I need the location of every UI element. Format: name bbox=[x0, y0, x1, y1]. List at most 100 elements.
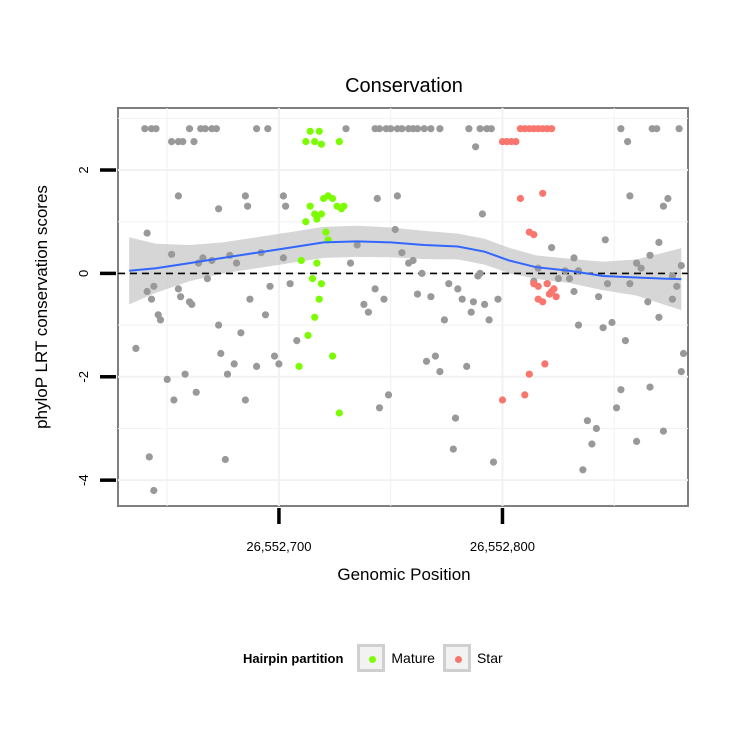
point-other bbox=[342, 125, 350, 133]
point-other bbox=[364, 308, 372, 316]
point-other bbox=[375, 125, 384, 133]
point-star bbox=[530, 231, 538, 239]
point-other bbox=[393, 192, 401, 200]
point-other bbox=[472, 143, 480, 151]
point-other bbox=[168, 250, 176, 258]
point-other bbox=[203, 275, 211, 283]
point-mature bbox=[306, 127, 314, 135]
point-star bbox=[543, 280, 551, 288]
point-star bbox=[548, 125, 556, 133]
x-tick-label: 26,552,800 bbox=[470, 539, 535, 554]
point-mature bbox=[322, 228, 330, 236]
point-other bbox=[244, 202, 252, 210]
y-tick-label: 2 bbox=[76, 166, 91, 173]
point-star bbox=[539, 189, 547, 197]
point-other bbox=[603, 280, 612, 288]
point-mature bbox=[313, 259, 321, 267]
point-other bbox=[588, 440, 596, 448]
point-mature bbox=[295, 362, 303, 370]
point-other bbox=[599, 324, 607, 332]
point-other bbox=[413, 125, 422, 133]
chart-title: Conservation bbox=[345, 75, 463, 97]
point-other bbox=[241, 192, 249, 200]
point-other bbox=[570, 254, 578, 262]
point-other bbox=[253, 362, 261, 370]
point-other bbox=[664, 194, 672, 203]
point-other bbox=[617, 386, 625, 394]
point-other bbox=[418, 269, 426, 277]
point-other bbox=[646, 251, 654, 259]
point-other bbox=[143, 229, 151, 237]
point-other bbox=[675, 125, 683, 133]
point-other bbox=[476, 125, 484, 133]
point-other bbox=[463, 362, 471, 370]
point-other bbox=[241, 396, 249, 404]
point-other bbox=[617, 125, 625, 133]
point-star bbox=[552, 293, 560, 301]
point-other bbox=[637, 264, 645, 272]
point-mature bbox=[329, 194, 337, 203]
point-other bbox=[371, 285, 379, 293]
point-other bbox=[380, 295, 388, 303]
point-other bbox=[279, 254, 287, 262]
y-axis-title: phyloP LRT conservation scores bbox=[32, 185, 51, 429]
point-other bbox=[579, 466, 587, 474]
point-other bbox=[398, 249, 406, 257]
point-other bbox=[353, 241, 361, 249]
point-other bbox=[163, 375, 171, 383]
point-other bbox=[659, 202, 668, 210]
point-other bbox=[668, 295, 677, 303]
point-other bbox=[174, 285, 182, 293]
point-other bbox=[436, 125, 444, 133]
point-other bbox=[346, 259, 355, 267]
grid-lines bbox=[118, 108, 688, 506]
point-other bbox=[387, 125, 395, 133]
mature-dot-icon bbox=[369, 656, 377, 663]
point-other bbox=[217, 349, 225, 358]
point-other bbox=[190, 138, 198, 146]
point-other bbox=[232, 259, 241, 267]
point-other bbox=[478, 210, 486, 218]
point-other bbox=[668, 272, 677, 280]
point-other bbox=[413, 290, 422, 298]
legend-item-mature: Mature bbox=[357, 644, 435, 672]
point-other bbox=[145, 453, 153, 461]
point-mature bbox=[315, 295, 323, 303]
point-mature bbox=[306, 202, 314, 210]
point-other bbox=[621, 337, 630, 345]
point-other bbox=[677, 262, 685, 270]
point-other bbox=[230, 360, 238, 368]
point-star bbox=[545, 290, 554, 298]
point-other bbox=[653, 125, 661, 133]
legend-label-mature: Mature bbox=[391, 650, 435, 666]
point-other bbox=[570, 287, 578, 296]
point-other bbox=[655, 238, 663, 246]
point-other bbox=[199, 254, 207, 262]
point-mature bbox=[317, 210, 325, 218]
x-tick-label: 26,552,700 bbox=[246, 539, 311, 554]
point-other bbox=[270, 352, 279, 360]
point-other bbox=[487, 125, 495, 133]
star-dot-icon bbox=[454, 656, 462, 663]
point-other bbox=[279, 192, 287, 200]
point-other bbox=[188, 300, 196, 308]
point-mature bbox=[302, 138, 310, 146]
point-other bbox=[221, 455, 229, 464]
point-star bbox=[498, 396, 507, 404]
point-other bbox=[458, 295, 466, 303]
point-other bbox=[677, 368, 685, 376]
point-mature bbox=[317, 140, 325, 148]
legend-item-star: Star bbox=[442, 644, 503, 672]
point-other bbox=[574, 321, 583, 329]
point-other bbox=[237, 329, 245, 337]
point-other bbox=[427, 293, 435, 301]
point-mature bbox=[335, 409, 343, 417]
point-mature bbox=[335, 138, 343, 146]
point-mature bbox=[304, 331, 312, 339]
point-other bbox=[373, 194, 381, 203]
point-other bbox=[282, 202, 290, 210]
point-mature bbox=[297, 256, 305, 265]
point-star bbox=[516, 194, 525, 203]
x-axis-title: Genomic Position bbox=[337, 565, 470, 584]
